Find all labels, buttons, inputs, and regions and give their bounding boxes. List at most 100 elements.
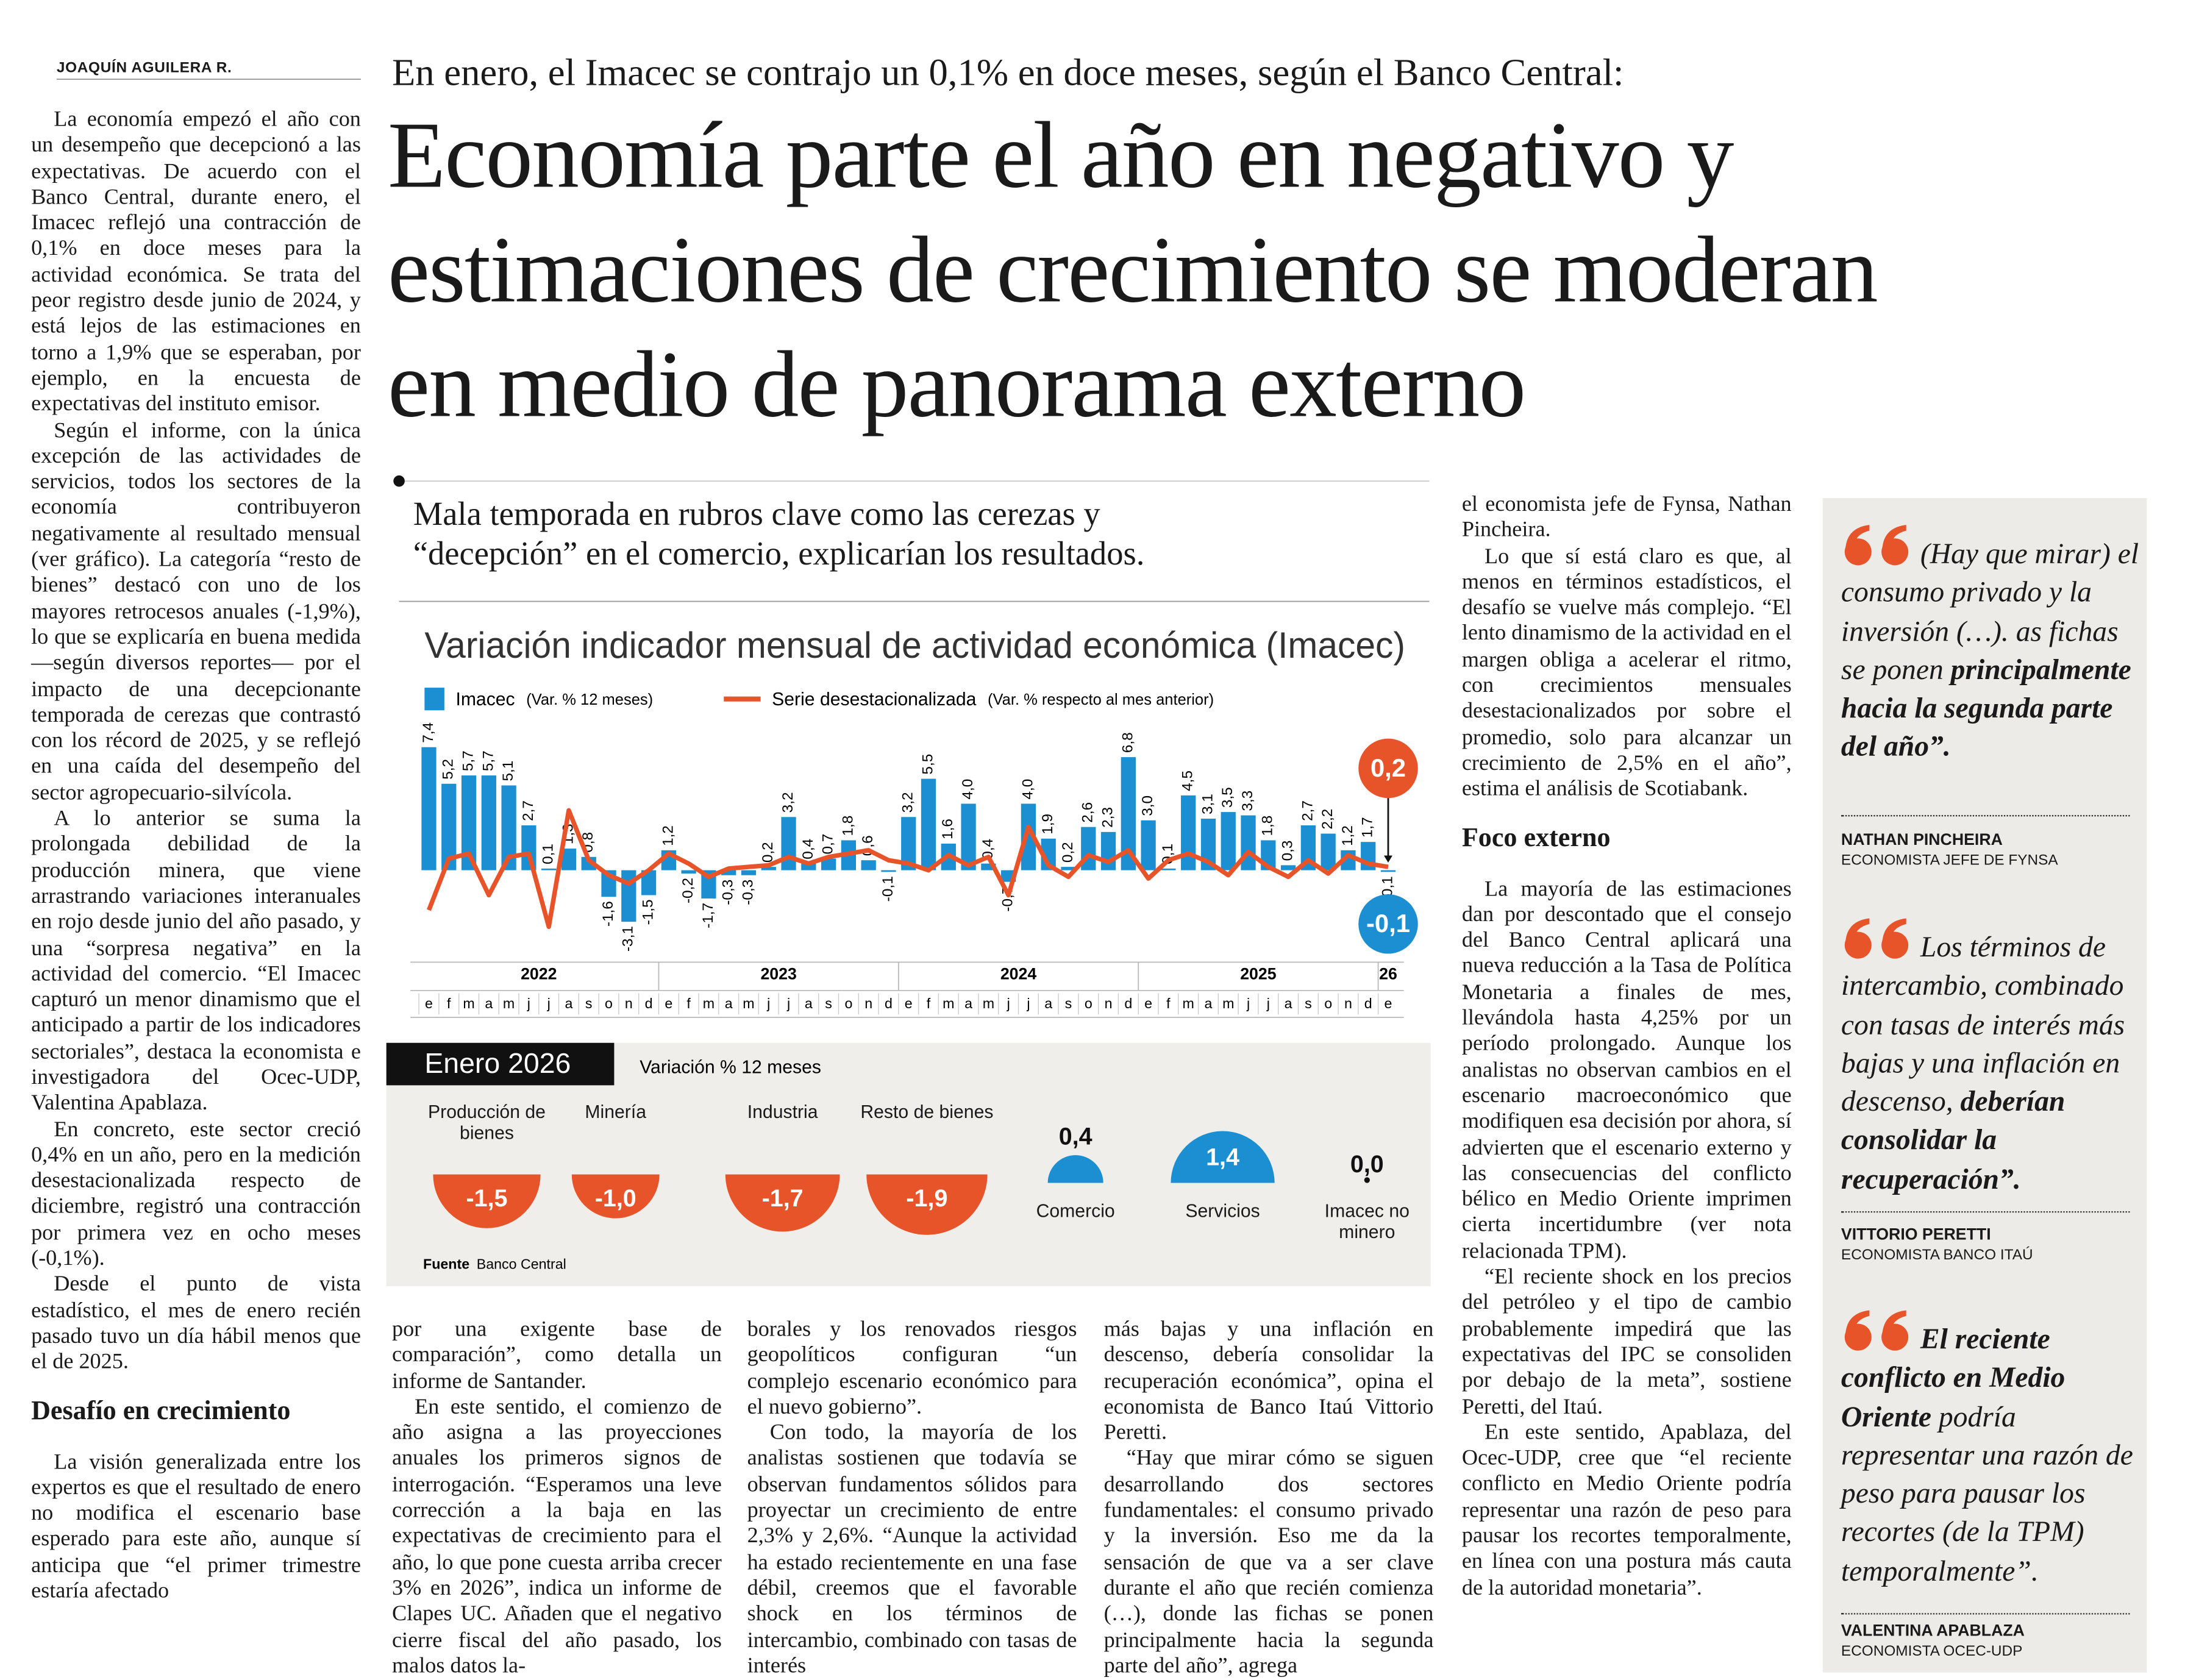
- category-label: Servicios: [1185, 1200, 1260, 1222]
- category-label: Industria: [747, 1100, 818, 1122]
- legend-label: Serie desestacionalizada: [772, 689, 977, 710]
- byline: JOAQUÍN AGUILERA R.: [56, 59, 232, 77]
- bar-value-label: 1,2: [1339, 825, 1356, 846]
- bar-value-label: 4,5: [1180, 771, 1196, 791]
- bar-value-label: 5,1: [500, 761, 516, 781]
- x-tick-label: n: [1105, 995, 1113, 1011]
- source-label: Fuente: [423, 1256, 469, 1272]
- bar-value-label: 1,7: [1360, 817, 1376, 838]
- quote-name: VITTORIO PERETTI: [1841, 1226, 1991, 1244]
- x-tick-label: j: [1266, 995, 1270, 1011]
- half-circle: [725, 1174, 840, 1232]
- quote-sidebar: [1822, 498, 2147, 1673]
- bar: [421, 747, 437, 870]
- x-tick-label: j: [527, 995, 530, 1011]
- bar: [1380, 870, 1396, 872]
- half-circle: [433, 1174, 541, 1228]
- x-tick-label: o: [1085, 995, 1092, 1011]
- x-tick-label: s: [1065, 995, 1072, 1011]
- bar: [781, 817, 796, 870]
- x-tick-label: f: [927, 995, 931, 1011]
- paragraph: La economía empezó el año con un desempe…: [31, 107, 361, 417]
- bar-value-label: 1,2: [660, 825, 676, 846]
- bar: [1321, 833, 1336, 870]
- bar-value-label: 2,7: [520, 800, 536, 821]
- bar: [1061, 867, 1076, 870]
- paragraph: borales y los renovados riesgos geopolít…: [747, 1317, 1077, 1419]
- x-tick-label: n: [1344, 995, 1352, 1011]
- bar-value-label: -1,6: [600, 901, 616, 927]
- bar: [961, 803, 976, 870]
- x-tick-label: j: [1246, 995, 1250, 1011]
- bar-value-label: -0,3: [720, 880, 736, 905]
- headline: estimaciones de crecimiento se moderan: [388, 218, 1878, 323]
- legend-note: (Var. % respecto al mes anterior): [988, 691, 1214, 708]
- bar: [521, 825, 536, 870]
- bar-value-label: 5,7: [460, 750, 476, 771]
- quote-mark: [1844, 1310, 1909, 1351]
- bar: [481, 775, 496, 870]
- bar-value-label: 2,7: [1299, 800, 1316, 821]
- half-circle: [571, 1174, 660, 1219]
- quote-separator: [1841, 1211, 2130, 1213]
- bar-value-label: 0,3: [1280, 841, 1296, 861]
- callout: [1358, 894, 1418, 954]
- legend-note: (Var. % 12 meses): [526, 691, 653, 708]
- legend-swatch: [424, 688, 444, 711]
- bar-value-label: 4,0: [960, 779, 976, 800]
- x-tick-label: m: [743, 995, 754, 1011]
- bar-value-label: 3,2: [780, 792, 796, 813]
- paragraph: Según el informe, con la única excepción…: [31, 418, 361, 805]
- x-tick-label: a: [805, 995, 813, 1011]
- quote-mark-tail: [1845, 525, 1870, 552]
- quote-text: Los términos de intercambio, combinado c…: [1841, 932, 2125, 1119]
- bar-value-label: 0,1: [540, 844, 557, 864]
- source: Banco Central: [477, 1256, 566, 1272]
- quote: (Hay que mirar) el consumo privado y la …: [1841, 524, 2144, 768]
- bar: [741, 870, 757, 875]
- bar-value-label: 0,2: [1060, 842, 1076, 863]
- bar-value-label: 1,6: [939, 819, 956, 839]
- bar-value-label: 1,8: [839, 816, 856, 836]
- bar: [721, 870, 736, 875]
- quote-name: VALENTINA APABLAZA: [1841, 1623, 2025, 1640]
- panel-subtitle: Variación % 12 meses: [640, 1058, 821, 1078]
- bar-value-label: -3,1: [620, 926, 636, 952]
- quote-mark-tail: [1882, 525, 1906, 552]
- x-tick-label: o: [1324, 995, 1332, 1011]
- x-tick-label: j: [786, 995, 790, 1011]
- quote-mark-tail: [1882, 918, 1906, 945]
- bar: [1181, 795, 1196, 870]
- bar-value-label: 6,8: [1119, 732, 1136, 753]
- chart-title: Variación indicador mensual de actividad…: [424, 624, 1405, 666]
- text-column: La economía empezó el año con un desempe…: [31, 107, 361, 1605]
- x-tick-label: m: [943, 995, 954, 1011]
- bar: [681, 870, 696, 874]
- value-label: 0,4: [1059, 1123, 1092, 1150]
- bar-value-label: 3,2: [900, 792, 916, 813]
- paragraph: el economista jefe de Fynsa, Nathan Pinc…: [1461, 492, 1792, 543]
- bar-value-label: -1,5: [640, 899, 657, 925]
- paragraph: “Hay que mirar cómo se siguen desarrolla…: [1103, 1447, 1434, 1678]
- x-tick-label: a: [725, 995, 733, 1011]
- paragraph: En concreto, este sector creció 0,4% en …: [31, 1117, 361, 1271]
- quote-separator: [1841, 1613, 2130, 1615]
- x-tick-label: j: [547, 995, 551, 1011]
- bar-value-label: 5,7: [480, 750, 496, 771]
- bar: [881, 870, 896, 872]
- x-tick-label: s: [825, 995, 832, 1011]
- bar: [1221, 812, 1236, 870]
- paragraph: En este sentido, el comienzo de año asig…: [391, 1395, 722, 1678]
- bar-value-label: 3,5: [1219, 787, 1236, 808]
- bullet: [393, 475, 405, 487]
- quote-role: ECONOMISTA BANCO ITAÚ: [1841, 1247, 2033, 1264]
- legend-label: Imacec: [455, 689, 515, 710]
- bar-value-label: 2,6: [1080, 802, 1096, 823]
- bar: [1280, 865, 1296, 870]
- x-tick-label: m: [1222, 995, 1234, 1011]
- bar-value-label: 2,2: [1319, 809, 1336, 830]
- x-tick-label: m: [983, 995, 994, 1011]
- quote-text: deberían consolidar la recuperación”.: [1841, 1087, 2066, 1195]
- bar-value-label: 2,3: [1099, 807, 1116, 828]
